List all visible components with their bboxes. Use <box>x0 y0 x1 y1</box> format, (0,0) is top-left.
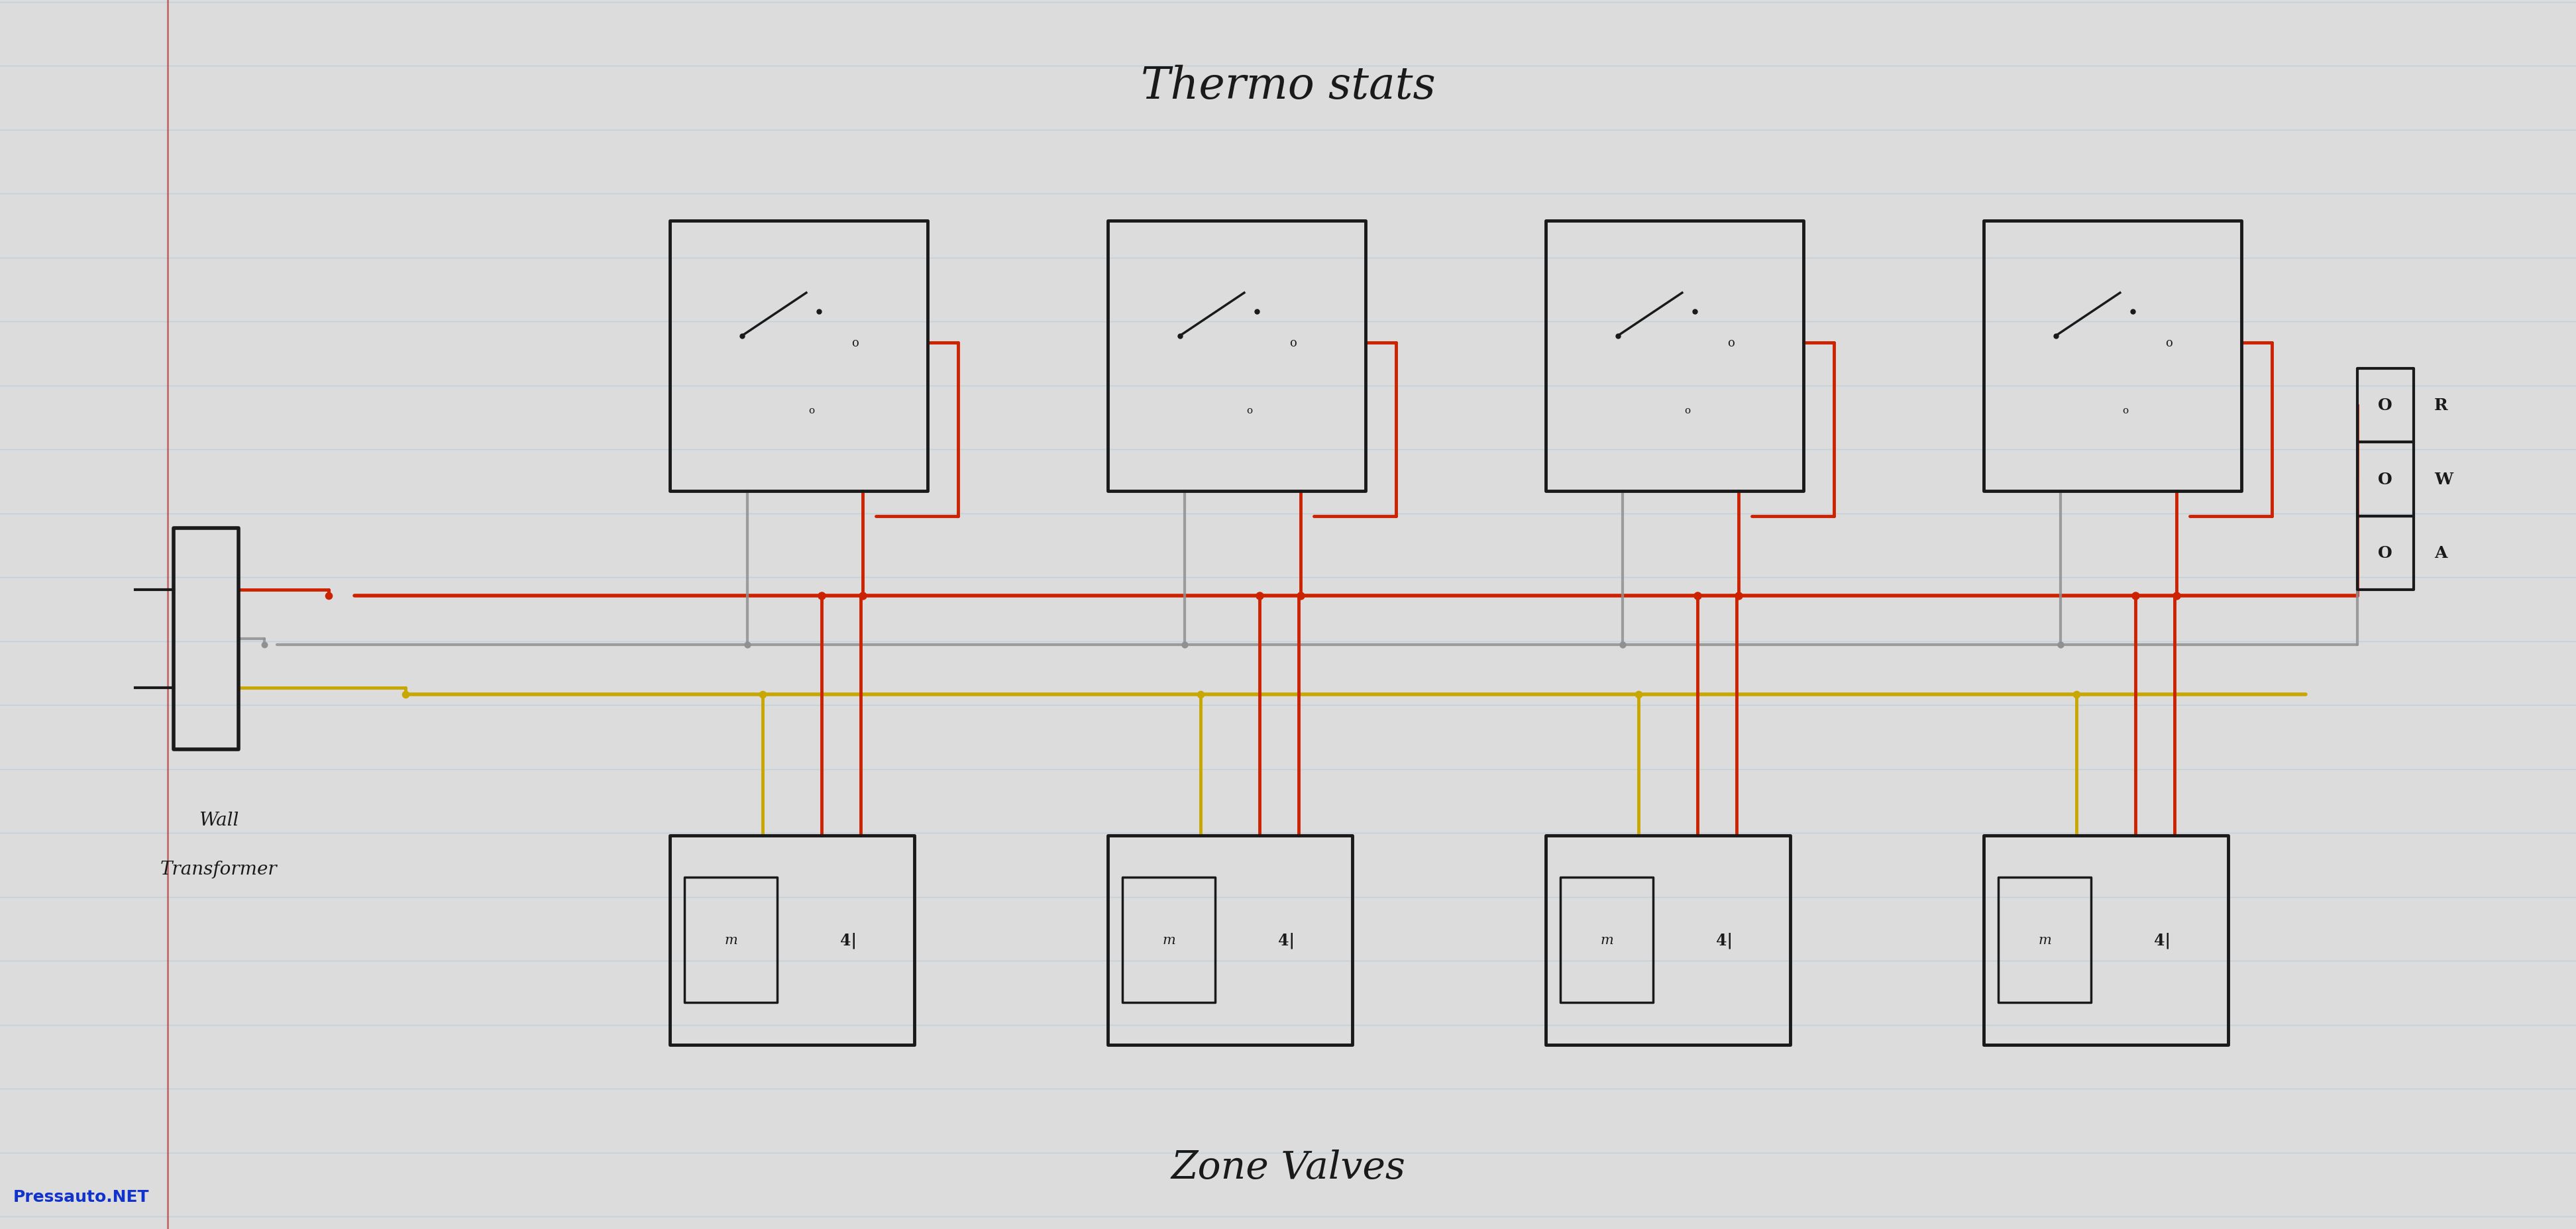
Point <box>1618 685 1659 704</box>
Text: m: m <box>724 934 737 946</box>
Point <box>742 685 783 704</box>
Text: Zone Valves: Zone Valves <box>1170 1149 1406 1186</box>
Text: 4|: 4| <box>840 932 858 949</box>
Point <box>842 586 884 606</box>
Text: o: o <box>2166 337 2172 349</box>
Point <box>386 685 428 704</box>
Text: A: A <box>2434 546 2447 560</box>
Text: Wall: Wall <box>198 811 240 830</box>
Text: m: m <box>2038 934 2050 946</box>
Text: Transformer: Transformer <box>160 860 278 879</box>
Text: Pressauto.NET: Pressauto.NET <box>13 1188 149 1204</box>
Point <box>801 586 842 606</box>
Text: m: m <box>1162 934 1175 946</box>
Point <box>1239 586 1280 606</box>
Point <box>1280 586 1321 606</box>
Point <box>309 586 350 606</box>
Point <box>2056 685 2097 704</box>
Text: Thermo stats: Thermo stats <box>1141 64 1435 108</box>
Point <box>726 635 768 655</box>
Text: O: O <box>2378 398 2393 413</box>
Text: W: W <box>2434 472 2452 487</box>
Point <box>2040 635 2081 655</box>
Text: o: o <box>1291 337 1296 349</box>
Text: R: R <box>2434 398 2447 413</box>
Text: o: o <box>1728 337 1734 349</box>
Point <box>2156 586 2197 606</box>
Point <box>2115 586 2156 606</box>
Text: O: O <box>2378 546 2393 560</box>
Point <box>242 635 283 655</box>
Text: 4|: 4| <box>1278 932 1296 949</box>
Text: o: o <box>809 406 814 415</box>
Text: o: o <box>853 337 858 349</box>
Point <box>1718 586 1759 606</box>
Text: o: o <box>1247 406 1252 415</box>
Text: O: O <box>2378 472 2393 487</box>
Text: o: o <box>1685 406 1690 415</box>
Text: 4|: 4| <box>1716 932 1734 949</box>
Text: o: o <box>2123 406 2128 415</box>
Point <box>1164 635 1206 655</box>
Point <box>1677 586 1718 606</box>
Point <box>1180 685 1221 704</box>
Text: 4|: 4| <box>2154 932 2172 949</box>
Point <box>1602 635 1643 655</box>
Text: m: m <box>1600 934 1613 946</box>
